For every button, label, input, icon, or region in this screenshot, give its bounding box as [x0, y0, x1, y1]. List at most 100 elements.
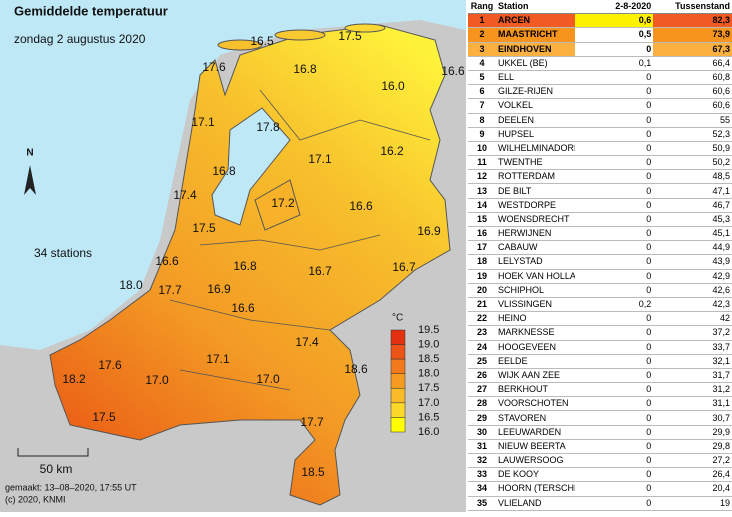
table-row: 13 DE BILT 0 47,1	[468, 183, 732, 199]
table-cell: 42	[653, 311, 732, 327]
table-cell: ROTTERDAM	[496, 169, 575, 185]
table-cell: CABAUW	[496, 240, 575, 256]
temperature-label: 16.5	[250, 34, 274, 48]
table-row: 4 UKKEL (BE) 0,1 66,4	[468, 56, 732, 71]
table-cell: 0	[574, 453, 654, 469]
table-cell: WILHELMINADORP	[496, 141, 575, 157]
table-row: 16 HERWIJNEN 0 45,1	[468, 226, 732, 242]
table-cell: 0	[574, 496, 654, 511]
table-cell: ELL	[496, 70, 575, 86]
table-cell: 14	[468, 198, 496, 213]
legend-swatch	[390, 373, 406, 389]
temperature-label: 17.7	[158, 283, 182, 297]
temperature-label: 17.0	[256, 372, 280, 386]
table-cell: 0	[574, 340, 654, 355]
table-cell: 0	[574, 141, 654, 157]
temperature-label: 17.6	[202, 60, 226, 74]
table-cell: HUPSEL	[496, 127, 575, 142]
table-cell: GILZE-RIJEN	[496, 84, 575, 100]
table-cell: 9	[468, 127, 496, 142]
table-cell: HOOGEVEEN	[496, 340, 575, 355]
table-cell: 13	[468, 183, 496, 199]
table-cell: 55	[653, 113, 732, 128]
table-cell: 67,3	[653, 42, 732, 57]
temperature-label: 16.6	[231, 301, 255, 315]
table-cell: 42,6	[653, 283, 732, 298]
table-cell: 45,3	[653, 212, 732, 228]
table-cell: 0	[574, 269, 654, 284]
temperature-label: 16.6	[349, 199, 373, 213]
table-cell: 30,7	[653, 410, 732, 426]
table-cell: 0	[574, 169, 654, 185]
table-cell: 15	[468, 212, 496, 228]
table-cell: EELDE	[496, 354, 575, 369]
temperature-label: 16.6	[441, 64, 465, 78]
table-cell: 50,9	[653, 141, 732, 157]
table-cell: 0,2	[574, 297, 654, 313]
province-border	[169, 89, 431, 391]
table-cell: 0	[574, 382, 654, 398]
table-cell: 60,6	[653, 84, 732, 100]
table-cell: 19	[653, 496, 732, 511]
temperature-label: 16.7	[392, 260, 416, 274]
table-row: 14 WESTDORPE 0 46,7	[468, 198, 732, 213]
island	[217, 39, 263, 51]
table-cell: 0	[574, 155, 654, 171]
north-arrow	[24, 165, 36, 195]
table-cell: DE KOOY	[496, 467, 575, 483]
table-row: 33 DE KOOY 0 26,4	[468, 467, 732, 483]
table-row: 29 STAVOREN 0 30,7	[468, 410, 732, 426]
column-header: Rang	[468, 0, 496, 15]
table-row: 7 VOLKEL 0 60,6	[468, 98, 732, 114]
table-cell: WOENSDRECHT	[496, 212, 575, 228]
temperature-label: 17.0	[145, 373, 169, 387]
temperature-label: 18.5	[301, 465, 325, 479]
map-subtitle: zondag 2 augustus 2020	[14, 32, 146, 46]
table-cell: 52,3	[653, 127, 732, 142]
scale-label: 50 km	[40, 462, 73, 476]
sea	[0, 0, 466, 350]
table-cell: 16	[468, 226, 496, 242]
table-cell: 50,2	[653, 155, 732, 171]
legend-swatch	[390, 329, 406, 345]
table-cell: 46,7	[653, 198, 732, 213]
table-cell: 29,8	[653, 439, 732, 455]
table-cell: WIJK AAN ZEE	[496, 368, 575, 384]
table-row: 27 BERKHOUT 0 31,2	[468, 382, 732, 398]
table-cell: 0	[574, 183, 654, 199]
map-title: Gemiddelde temperatuur	[14, 3, 168, 18]
scale-bar	[17, 448, 89, 457]
legend-tick-label: 17.5	[418, 382, 439, 394]
table-row: 26 WIJK AAN ZEE 0 31,7	[468, 368, 732, 384]
table-cell: 0	[574, 396, 654, 412]
table-cell: 27	[468, 382, 496, 398]
temperature-label: 16.8	[233, 259, 257, 273]
table-cell: 27,2	[653, 453, 732, 469]
table-cell: 33,7	[653, 340, 732, 355]
table-cell: 0	[574, 113, 654, 128]
temperature-label: 16.0	[381, 79, 405, 93]
table-cell: 8	[468, 113, 496, 128]
table-row: 31 NIEUW BEERTA 0 29,8	[468, 439, 732, 455]
temperature-label: 17.7	[300, 415, 324, 429]
made-note: gemaakt: 13–08–2020, 17:55 UT	[5, 482, 137, 492]
temperature-label: 18.6	[344, 362, 368, 376]
temperature-label: 16.9	[417, 224, 441, 238]
ranking-table: Rang Station 2-8-2020 Tussenstand 1 ARCEN 0,6 8…	[468, 0, 732, 511]
table-cell: 47,1	[653, 183, 732, 199]
column-header: Tussenstand	[653, 0, 732, 15]
table-row: 20 SCHIPHOL 0 42,6	[468, 283, 732, 298]
table-row: 2 MAASTRICHT 0,5 73,9	[468, 27, 732, 43]
table-cell: VLISSINGEN	[496, 297, 575, 313]
legend-swatch	[390, 402, 406, 418]
table-cell: 37,2	[653, 325, 732, 341]
table-cell: 26	[468, 368, 496, 384]
table-cell: 32	[468, 453, 496, 469]
table-cell: HOEK VAN HOLLAND	[496, 269, 575, 284]
table-cell: LAUWERSOOG	[496, 453, 575, 469]
table-cell: 0	[574, 254, 654, 270]
legend-swatch	[390, 358, 406, 374]
table-cell: HEINO	[496, 311, 575, 327]
table-cell: 0	[574, 84, 654, 100]
